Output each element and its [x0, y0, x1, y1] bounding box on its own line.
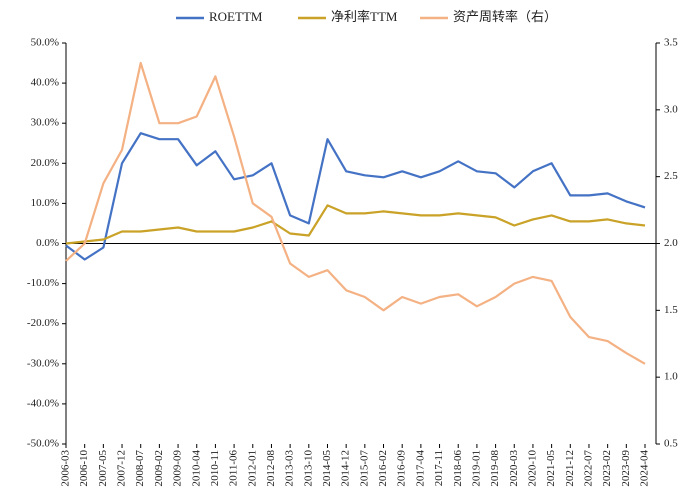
legend-label: ROETTM	[209, 9, 263, 24]
x-tick-label: 2023-02	[601, 450, 613, 487]
x-tick-label: 2012-08	[265, 450, 277, 487]
y-tick-label: 50.0%	[31, 37, 59, 49]
x-tick-label: 2007-12	[116, 450, 128, 487]
x-tick-label: 2010-04	[190, 450, 202, 487]
x-tick-label: 2008-07	[134, 450, 146, 487]
y2-tick-label: 2.5	[664, 170, 678, 182]
y-tick-label: 20.0%	[31, 157, 59, 169]
y-tick-label: 30.0%	[31, 117, 59, 129]
x-tick-label: 2014-12	[340, 450, 352, 487]
y2-tick-label: 2.0	[664, 237, 678, 249]
y2-tick-label: 0.5	[664, 438, 678, 450]
x-tick-label: 2011-06	[228, 450, 240, 487]
y2-tick-label: 1.5	[664, 304, 678, 316]
x-tick-label: 2021-05	[545, 450, 557, 487]
x-tick-label: 2007-05	[97, 450, 109, 487]
legend-label: 净利率TTM	[331, 9, 398, 24]
x-tick-label: 2009-02	[153, 450, 165, 487]
y-tick-label: 10.0%	[31, 197, 59, 209]
x-tick-label: 2010-11	[209, 450, 221, 486]
x-tick-label: 2009-09	[172, 450, 184, 487]
x-tick-label: 2006-03	[60, 450, 72, 487]
y-tick-label: -30.0%	[27, 357, 59, 369]
x-tick-label: 2024-04	[639, 450, 651, 487]
legend: ROETTM 净利率TTM 资产周转率（右）	[176, 9, 557, 24]
x-tick-label: 2017-11	[433, 450, 445, 486]
y-tick-label: -40.0%	[27, 397, 59, 409]
x-tick-label: 2022-07	[582, 450, 594, 487]
series-line	[65, 61, 646, 365]
x-tick-label: 2016-02	[377, 450, 389, 487]
series-line	[65, 132, 646, 261]
x-tick-label: 2015-07	[358, 450, 370, 487]
y-tick-label: 40.0%	[31, 77, 59, 89]
x-tick-label: 2023-09	[620, 450, 632, 487]
x-tick-label: 2017-04	[414, 450, 426, 487]
x-tick-label: 2021-12	[564, 450, 576, 487]
x-tick-label: 2020-10	[526, 450, 538, 487]
y2-tick-label: 3.5	[664, 37, 678, 49]
y-tick-label: -10.0%	[27, 277, 59, 289]
y-tick-label: 0.0%	[36, 237, 59, 249]
x-tick-label: 2018-06	[452, 450, 464, 487]
x-tick-label: 2016-09	[396, 450, 408, 487]
x-tick-label: 2013-10	[302, 450, 314, 487]
x-tick-label: 2019-01	[470, 450, 482, 487]
y2-tick-label: 1.0	[664, 371, 678, 383]
x-tick-label: 2012-01	[246, 450, 258, 487]
x-tick-label: 2019-08	[489, 450, 501, 487]
x-tick-label: 2013-03	[284, 450, 296, 487]
legend-label: 资产周转率（右）	[453, 9, 557, 24]
y2-tick-label: 3.0	[664, 103, 678, 115]
series-line	[65, 204, 646, 245]
y-tick-label: -50.0%	[27, 438, 59, 450]
x-tick-label: 2020-03	[508, 450, 520, 487]
x-tick-label: 2006-10	[78, 450, 90, 487]
x-tick-label: 2014-05	[321, 450, 333, 487]
y-tick-label: -20.0%	[27, 317, 59, 329]
